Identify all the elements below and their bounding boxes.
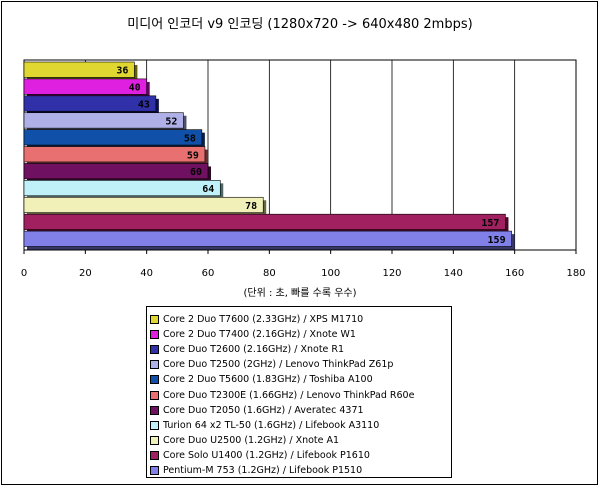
bar-value-label: 43: [138, 100, 150, 111]
bar-value-label: 159: [488, 235, 506, 246]
bars: [23, 61, 515, 250]
chart-title: 미디어 인코더 v9 인코딩 (1280x720 -> 640x480 2mbp…: [127, 17, 472, 32]
legend-item: Core 2 Duo T5600 (1.83GHz) / Toshiba A10…: [147, 372, 451, 387]
legend-item: Core Duo T2050 (1.6GHz) / Averatec 4371: [147, 403, 451, 418]
x-tick-label: 100: [321, 268, 340, 279]
legend-swatch: [150, 420, 159, 430]
legend-label: Core Duo T2050 (1.6GHz) / Averatec 4371: [163, 404, 364, 416]
x-tick-label: 80: [263, 268, 276, 279]
bar-value-label: 52: [165, 116, 177, 127]
legend-item: Core 2 Duo T7400 (2.16GHz) / Xnote W1: [147, 327, 451, 342]
legend-swatch: [150, 435, 159, 445]
legend-label: Core Duo U2500 (1.2GHz) / Xnote A1: [163, 434, 340, 446]
legend-label: Core Solo U1400 (1.2GHz) / Lifebook P161…: [163, 449, 370, 461]
bar: [23, 146, 206, 163]
legend-label: Core Duo T2300E (1.66GHz) / Lenovo Think…: [163, 389, 415, 401]
legend-swatch: [150, 405, 159, 415]
x-tick-label: 40: [140, 268, 153, 279]
x-tick-label: 120: [382, 268, 401, 279]
legend-swatch: [150, 375, 159, 385]
legend-item: Core Duo T2600 (2.16GHz) / Xnote R1: [147, 342, 451, 357]
bar: [23, 196, 264, 213]
bar-value-label: 78: [245, 201, 257, 212]
legend-item: Core Duo T2300E (1.66GHz) / Lenovo Think…: [147, 387, 451, 402]
legend-item: Core Duo T2500 (2GHz) / Lenovo ThinkPad …: [147, 357, 451, 372]
x-axis: 0 20 40 60 80 100 120 140 160 180: [21, 249, 586, 279]
legend-label: Pentium-M 753 (1.2GHz) / Lifebook P1510: [163, 464, 363, 476]
legend-swatch: [150, 360, 159, 370]
x-tick-label: 0: [21, 268, 27, 279]
x-tick-label: 20: [79, 268, 92, 279]
bar-value-label: 64: [202, 184, 214, 195]
x-tick-label: 180: [566, 268, 585, 279]
bar-value-label: 60: [190, 167, 202, 178]
bar: [23, 61, 135, 78]
legend-swatch: [150, 315, 159, 325]
legend-item: Core Duo U2500 (1.2GHz) / Xnote A1: [147, 433, 451, 448]
legend-swatch: [150, 390, 159, 400]
bar: [23, 163, 209, 180]
x-tick-label: 140: [444, 268, 463, 279]
bar-value-label: 59: [187, 150, 199, 161]
legend-label: Turion 64 x2 TL-50 (1.6GHz) / Lifebook A…: [163, 419, 380, 431]
legend-swatch: [150, 345, 159, 355]
bar-value-label: 40: [129, 83, 141, 94]
legend-swatch: [150, 330, 159, 340]
bar: [23, 78, 147, 95]
legend-label: Core 2 Duo T7400 (2.16GHz) / Xnote W1: [163, 329, 356, 341]
bar: [23, 129, 203, 146]
legend-label: Core 2 Duo T7600 (2.33GHz) / XPS M1710: [163, 314, 364, 326]
legend: Core 2 Duo T7600 (2.33GHz) / XPS M1710 Co…: [146, 306, 452, 478]
legend-label: Core Duo T2600 (2.16GHz) / Xnote R1: [163, 344, 345, 356]
bar-value-label: 36: [116, 66, 128, 77]
bar: [23, 213, 506, 230]
bar: [23, 230, 512, 247]
bar-value-label: 157: [481, 218, 499, 229]
legend-item: Core 2 Duo T7600 (2.33GHz) / XPS M1710: [147, 312, 451, 327]
bar: [23, 112, 184, 129]
legend-swatch: [150, 450, 159, 460]
legend-label: Core 2 Duo T5600 (1.83GHz) / Toshiba A10…: [163, 374, 373, 386]
legend-label: Core Duo T2500 (2GHz) / Lenovo ThinkPad …: [163, 359, 394, 371]
legend-item: Pentium-M 753 (1.2GHz) / Lifebook P1510: [147, 463, 451, 478]
bar-value-label: 58: [184, 133, 196, 144]
x-tick-label: 60: [202, 268, 215, 279]
x-tick-label: 160: [505, 268, 524, 279]
bar: [23, 180, 221, 197]
x-axis-label: (단위 : 초, 빠를 수록 우수): [243, 286, 356, 299]
legend-item: Core Solo U1400 (1.2GHz) / Lifebook P161…: [147, 448, 451, 463]
legend-item: Turion 64 x2 TL-50 (1.6GHz) / Lifebook A…: [147, 418, 451, 433]
legend-swatch: [150, 465, 159, 475]
bar: [23, 95, 157, 112]
